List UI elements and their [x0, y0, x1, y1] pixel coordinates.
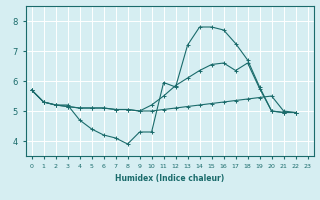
X-axis label: Humidex (Indice chaleur): Humidex (Indice chaleur) [115, 174, 224, 183]
